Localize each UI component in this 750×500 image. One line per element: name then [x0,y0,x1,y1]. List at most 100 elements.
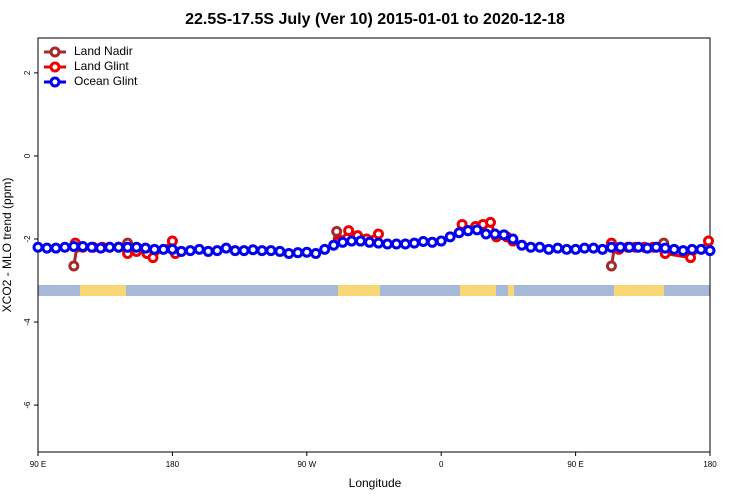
x-axis-title: Longitude [349,476,402,490]
legend-marker [49,61,61,73]
point [220,242,232,254]
point [95,242,107,254]
point [399,238,411,250]
point [462,225,474,237]
point [202,245,214,257]
point [104,241,116,253]
legend-label: Land Nadir [74,44,133,58]
legend-label: Ocean Glint [74,74,138,88]
point [552,242,564,254]
point [175,245,187,257]
land-strip [460,285,496,296]
point [444,231,456,243]
legend-marker [49,76,61,88]
point [148,243,160,255]
land-strip [614,285,664,296]
point [41,242,53,254]
point [605,260,617,272]
point [265,245,277,257]
point [283,248,295,260]
point [543,243,555,255]
point [122,241,134,253]
point [346,235,358,247]
y-tick-label: -6 [23,401,32,409]
point [364,236,376,248]
point [147,252,159,264]
point [704,245,716,257]
land-strip [508,285,514,296]
point [68,260,80,272]
point [328,239,340,251]
point [301,246,313,258]
point [77,240,89,252]
point [166,243,178,255]
point [659,242,671,254]
point [211,245,223,257]
point [471,224,483,236]
y-tick-label: 2 [23,70,32,75]
point [166,235,178,247]
point [157,243,169,255]
point [184,245,196,257]
x-tick-label: 90 W [297,460,316,469]
y-tick-label: 0 [23,153,32,158]
point [650,241,662,253]
point [686,243,698,255]
legend-label: Land Glint [74,59,129,73]
point [588,242,600,254]
x-tick-label: 90 E [30,460,46,469]
point [50,242,62,254]
point [140,242,152,254]
chart-title: 22.5S-17.5S July (Ver 10) 2015-01-01 to … [185,11,565,28]
point [561,243,573,255]
point [685,252,697,264]
point [355,235,367,247]
point [59,241,71,253]
point [256,245,268,257]
point [534,241,546,253]
point [570,243,582,255]
point [292,247,304,259]
point [641,242,653,254]
point [337,236,349,248]
point [86,241,98,253]
point [525,241,537,253]
point [480,228,492,240]
point [596,243,608,255]
point [484,216,496,228]
y-axis-title: XCO2 - MLO trend (ppm) [0,178,14,313]
point [68,240,80,252]
point [489,228,501,240]
point [498,229,510,241]
point [343,225,355,237]
series [32,224,716,260]
point [310,248,322,260]
point [695,243,707,255]
point [274,245,286,257]
point [113,241,125,253]
x-tick-label: 180 [703,460,717,469]
point [668,243,680,255]
point [605,241,617,253]
y-tick-label: -4 [23,318,32,326]
point [507,233,519,245]
point [247,244,259,256]
land-strip [338,285,380,296]
point [131,241,143,253]
point [579,242,591,254]
point [372,228,384,240]
point [319,243,331,255]
point [614,241,626,253]
point [435,235,447,247]
point [677,245,689,257]
surface-strip [38,285,710,296]
point [516,239,528,251]
point [623,241,635,253]
point [238,245,250,257]
x-tick-label: 180 [166,460,180,469]
x-tick-label: 90 E [567,460,583,469]
point [703,235,715,247]
point [632,241,644,253]
